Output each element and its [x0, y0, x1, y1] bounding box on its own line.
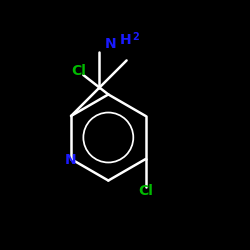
- Text: Cl: Cl: [72, 64, 86, 78]
- Text: Cl: Cl: [138, 184, 153, 198]
- Text: N: N: [104, 37, 116, 51]
- Text: N: N: [65, 154, 77, 168]
- Text: 2: 2: [132, 32, 139, 42]
- Text: H: H: [120, 32, 131, 46]
